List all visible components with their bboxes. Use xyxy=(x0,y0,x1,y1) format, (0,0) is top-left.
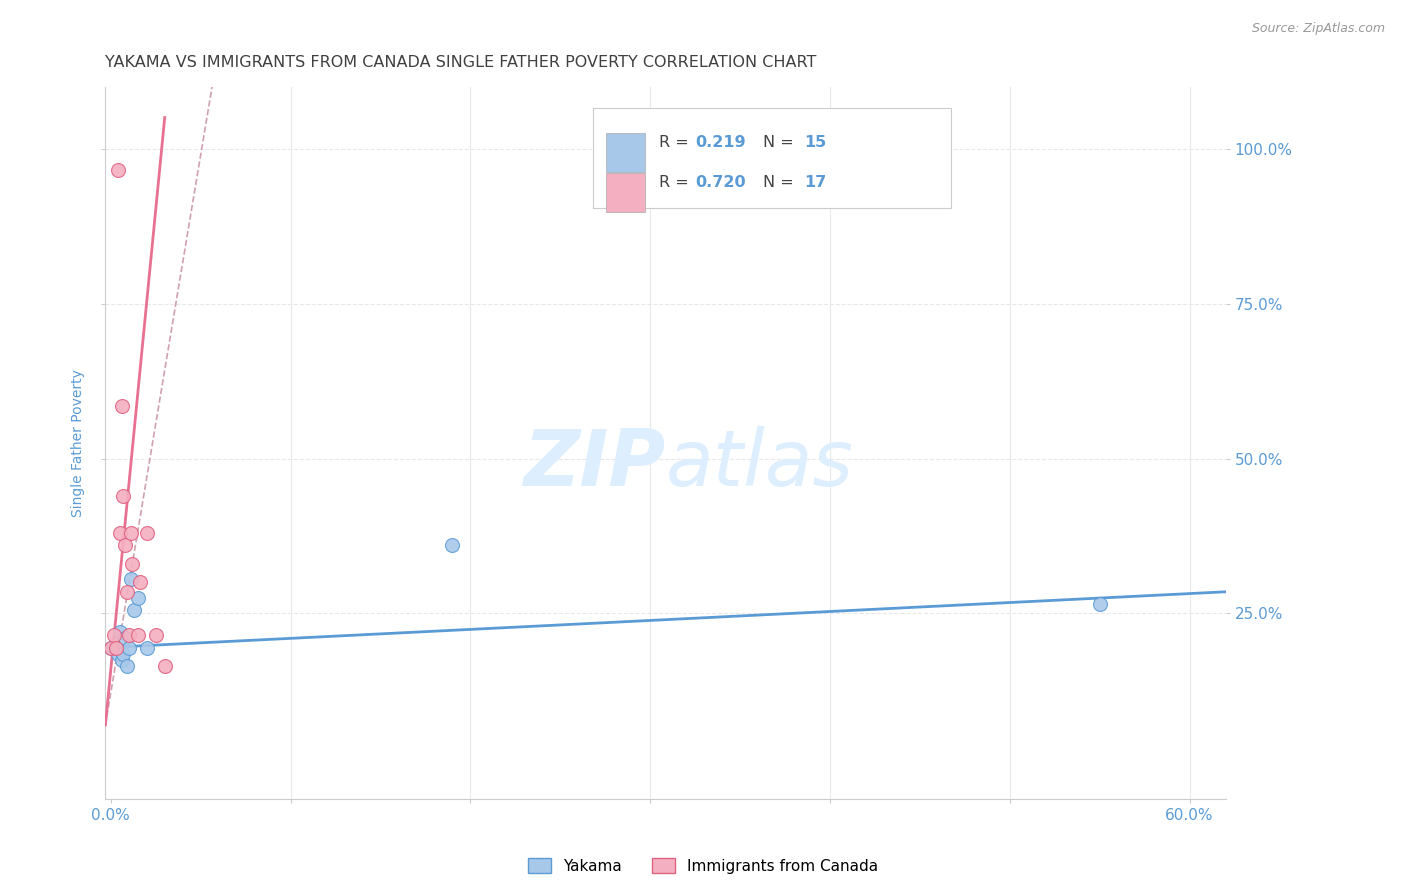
Text: R =: R = xyxy=(659,176,693,190)
Text: R =: R = xyxy=(659,136,693,151)
Text: N =: N = xyxy=(763,176,799,190)
FancyBboxPatch shape xyxy=(593,108,950,208)
Point xyxy=(105,640,128,655)
Point xyxy=(135,525,157,540)
Point xyxy=(108,525,131,540)
Point xyxy=(135,640,157,655)
Point xyxy=(110,399,132,413)
Point xyxy=(120,525,142,540)
Point xyxy=(105,640,128,655)
Point xyxy=(1088,597,1111,611)
Point xyxy=(107,163,129,178)
Point xyxy=(128,575,150,590)
Text: N =: N = xyxy=(763,136,799,151)
FancyBboxPatch shape xyxy=(606,173,645,212)
Text: 0.219: 0.219 xyxy=(696,136,747,151)
Point xyxy=(115,659,138,673)
Text: ZIP: ZIP xyxy=(523,426,665,502)
Point xyxy=(127,628,149,642)
Text: 0.720: 0.720 xyxy=(696,176,747,190)
Text: YAKAMA VS IMMIGRANTS FROM CANADA SINGLE FATHER POVERTY CORRELATION CHART: YAKAMA VS IMMIGRANTS FROM CANADA SINGLE … xyxy=(105,55,817,70)
Point xyxy=(100,640,122,655)
Point xyxy=(110,653,132,667)
Point xyxy=(122,603,145,617)
Text: Source: ZipAtlas.com: Source: ZipAtlas.com xyxy=(1251,22,1385,36)
Point xyxy=(120,573,142,587)
Point xyxy=(107,647,129,661)
Point xyxy=(112,489,135,503)
Text: atlas: atlas xyxy=(665,426,853,502)
FancyBboxPatch shape xyxy=(606,133,645,172)
Legend: Yakama, Immigrants from Canada: Yakama, Immigrants from Canada xyxy=(522,852,884,880)
Point xyxy=(127,591,149,605)
Text: 15: 15 xyxy=(804,136,827,151)
Point xyxy=(112,647,135,661)
Point xyxy=(115,584,138,599)
Point xyxy=(103,628,125,642)
Point xyxy=(114,632,136,646)
Point xyxy=(108,625,131,640)
Point xyxy=(118,628,141,642)
Point xyxy=(145,628,167,642)
Point xyxy=(441,538,464,552)
Y-axis label: Single Father Poverty: Single Father Poverty xyxy=(72,369,86,517)
Point xyxy=(100,640,122,655)
Point xyxy=(118,640,141,655)
Point xyxy=(114,538,136,552)
Point xyxy=(153,659,176,673)
Text: 17: 17 xyxy=(804,176,827,190)
Point xyxy=(121,557,143,571)
